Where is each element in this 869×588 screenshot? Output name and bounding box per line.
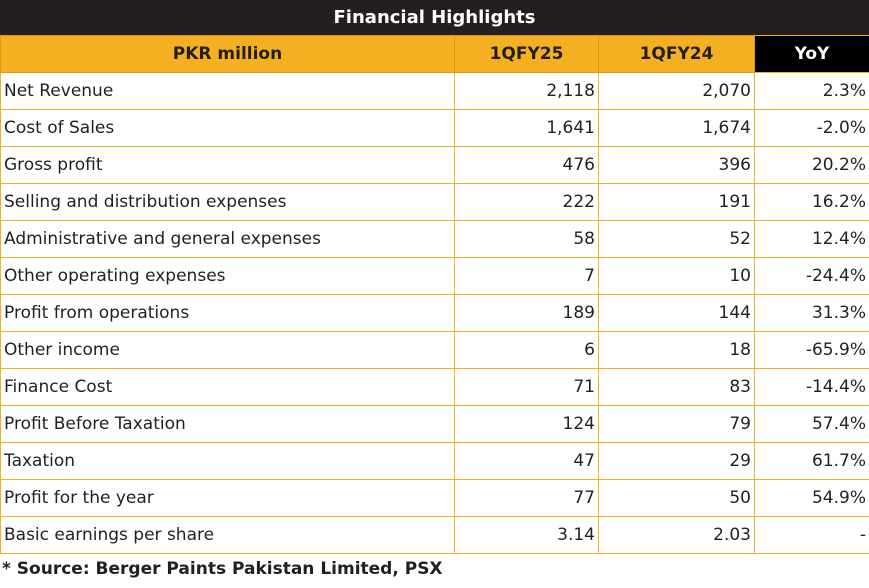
header-yoy: YoY [754,35,869,73]
source-footnote: * Source: Berger Paints Pakistan Limited… [2,559,443,579]
table-row: Finance Cost 71 83 -14.4% [0,368,869,406]
cell-yoy: 20.2% [754,146,869,184]
cell-1qfy24: 2.03 [598,516,755,554]
header-1qfy24: 1QFY24 [598,35,755,73]
cell-1qfy24: 18 [598,331,755,369]
table-row: Administrative and general expenses 58 5… [0,220,869,258]
table-row: Taxation 47 29 61.7% [0,442,869,480]
row-label: Cost of Sales [0,109,455,147]
table-row: Gross profit 476 396 20.2% [0,146,869,184]
cell-yoy: -65.9% [754,331,869,369]
row-label: Profit for the year [0,479,455,517]
cell-1qfy25: 58 [454,220,599,258]
cell-1qfy24: 396 [598,146,755,184]
table-row: Cost of Sales 1,641 1,674 -2.0% [0,109,869,147]
table-title: Financial Highlights [0,0,869,36]
cell-1qfy25: 7 [454,257,599,295]
table-row: Other operating expenses 7 10 -24.4% [0,257,869,295]
cell-1qfy25: 476 [454,146,599,184]
table-row: Profit from operations 189 144 31.3% [0,294,869,332]
cell-yoy: 16.2% [754,183,869,221]
cell-yoy: - [754,516,869,554]
cell-1qfy25: 6 [454,331,599,369]
row-label: Net Revenue [0,72,455,110]
table-row: Selling and distribution expenses 222 19… [0,183,869,221]
cell-1qfy24: 191 [598,183,755,221]
cell-1qfy24: 144 [598,294,755,332]
row-label: Administrative and general expenses [0,220,455,258]
cell-1qfy25: 2,118 [454,72,599,110]
header-unit: PKR million [0,35,455,73]
cell-1qfy24: 1,674 [598,109,755,147]
cell-1qfy25: 124 [454,405,599,443]
cell-1qfy24: 2,070 [598,72,755,110]
header-row: PKR million 1QFY25 1QFY24 YoY [0,35,869,73]
row-label: Basic earnings per share [0,516,455,554]
table-row: Net Revenue 2,118 2,070 2.3% [0,72,869,110]
row-label: Profit Before Taxation [0,405,455,443]
header-1qfy25: 1QFY25 [454,35,599,73]
row-label: Gross profit [0,146,455,184]
cell-yoy: -2.0% [754,109,869,147]
cell-1qfy24: 79 [598,405,755,443]
cell-yoy: 2.3% [754,72,869,110]
financial-table: PKR million 1QFY25 1QFY24 YoY Net Revenu… [0,35,869,554]
row-label: Finance Cost [0,368,455,406]
cell-yoy: 54.9% [754,479,869,517]
row-label: Other income [0,331,455,369]
cell-1qfy25: 77 [454,479,599,517]
table-row: Other income 6 18 -65.9% [0,331,869,369]
cell-1qfy25: 3.14 [454,516,599,554]
row-label: Taxation [0,442,455,480]
cell-1qfy24: 52 [598,220,755,258]
cell-1qfy25: 222 [454,183,599,221]
cell-yoy: 57.4% [754,405,869,443]
cell-1qfy24: 50 [598,479,755,517]
row-label: Other operating expenses [0,257,455,295]
cell-1qfy25: 71 [454,368,599,406]
cell-1qfy24: 29 [598,442,755,480]
cell-yoy: 31.3% [754,294,869,332]
row-label: Selling and distribution expenses [0,183,455,221]
cell-yoy: -24.4% [754,257,869,295]
cell-yoy: 12.4% [754,220,869,258]
table-row: Profit Before Taxation 124 79 57.4% [0,405,869,443]
cell-yoy: -14.4% [754,368,869,406]
cell-1qfy24: 10 [598,257,755,295]
cell-1qfy25: 189 [454,294,599,332]
cell-1qfy25: 1,641 [454,109,599,147]
cell-1qfy25: 47 [454,442,599,480]
cell-yoy: 61.7% [754,442,869,480]
table-row: Profit for the year 77 50 54.9% [0,479,869,517]
table-row: Basic earnings per share 3.14 2.03 - [0,516,869,554]
cell-1qfy24: 83 [598,368,755,406]
row-label: Profit from operations [0,294,455,332]
